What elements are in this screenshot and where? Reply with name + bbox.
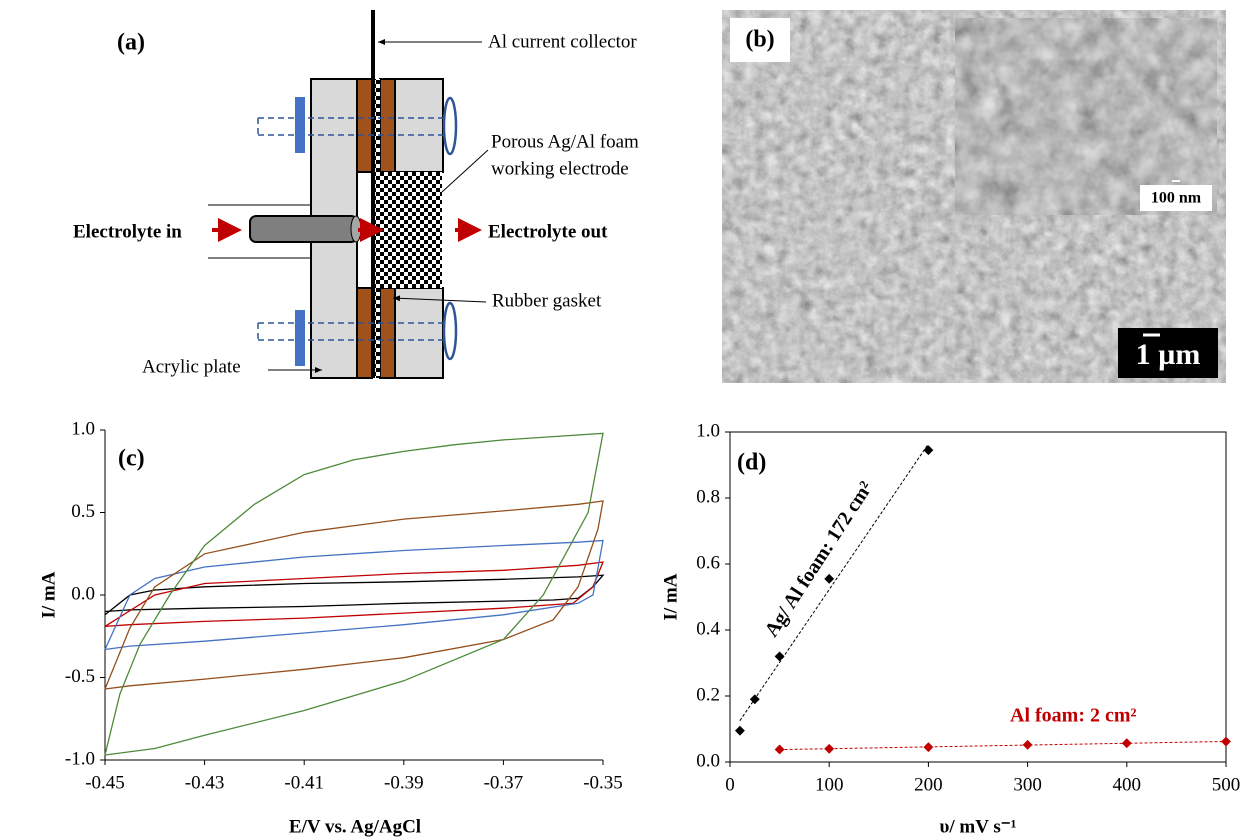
x-tick-label: -0.45 bbox=[85, 772, 125, 793]
callout: Al current collector bbox=[488, 31, 637, 52]
trend-line bbox=[740, 444, 928, 721]
figure: (a) Al current collector Porous Ag/Al fo… bbox=[0, 0, 1245, 839]
y-tick-label: 0.8 bbox=[696, 486, 720, 507]
y-tick-label: -0.5 bbox=[65, 666, 95, 687]
y-tick-label: 1.0 bbox=[71, 418, 95, 439]
x-tick-label: -0.43 bbox=[185, 772, 225, 793]
data-point bbox=[735, 726, 745, 736]
data-point bbox=[1023, 740, 1033, 750]
data-point bbox=[775, 651, 785, 661]
data-point bbox=[824, 744, 834, 754]
y-tick-label: 0.4 bbox=[696, 618, 720, 639]
scale-label: 100 nm bbox=[1151, 190, 1202, 207]
panel-label: (b) bbox=[745, 27, 774, 53]
x-tick-label: 500 bbox=[1212, 774, 1241, 795]
panel-label: (d) bbox=[737, 450, 766, 476]
x-tick-label: 100 bbox=[815, 774, 844, 795]
y-tick-label: 1.0 bbox=[696, 420, 720, 441]
callout: Rubber gasket bbox=[492, 290, 602, 311]
callout: Acrylic plate bbox=[142, 356, 241, 377]
y-axis-title: I/ mA bbox=[660, 573, 681, 620]
panel-label: (c) bbox=[118, 446, 145, 472]
x-tick-label: -0.39 bbox=[384, 772, 424, 793]
y-tick-label: 0.5 bbox=[71, 501, 95, 522]
x-axis-title: E/V vs. Ag/AgCl bbox=[289, 816, 421, 837]
y-tick-label: 0.0 bbox=[71, 583, 95, 604]
cv-curve bbox=[105, 501, 603, 689]
annotation: Ag/ Al foam: 172 cm² bbox=[760, 478, 877, 641]
cell-diagram bbox=[208, 10, 488, 378]
x-tick-label: 300 bbox=[1013, 774, 1042, 795]
x-axis-title: υ/ mV s⁻¹ bbox=[940, 816, 1017, 837]
y-tick-label: 0.0 bbox=[696, 750, 720, 771]
trend-line bbox=[780, 741, 1226, 749]
data-point bbox=[824, 574, 834, 584]
x-tick-label: 200 bbox=[914, 774, 943, 795]
data-point bbox=[1221, 737, 1231, 747]
y-tick-label: -1.0 bbox=[65, 748, 95, 769]
y-axis-title: I/ mA bbox=[38, 571, 59, 618]
cv-curve bbox=[105, 433, 603, 755]
x-tick-label: -0.41 bbox=[284, 772, 324, 793]
x-tick-label: -0.37 bbox=[484, 772, 524, 793]
cv-curve bbox=[105, 541, 603, 650]
data-point bbox=[923, 445, 933, 455]
x-tick-label: 0 bbox=[725, 774, 735, 795]
data-point bbox=[750, 694, 760, 704]
callout: Electrolyte out bbox=[488, 221, 608, 242]
cv-curve bbox=[105, 562, 603, 626]
annotation: Al foam: 2 cm² bbox=[1010, 705, 1137, 727]
y-tick-label: 0.6 bbox=[696, 552, 720, 573]
x-tick-label: 400 bbox=[1113, 774, 1142, 795]
data-point bbox=[775, 745, 785, 755]
data-point bbox=[1122, 738, 1132, 748]
data-point bbox=[923, 742, 933, 752]
x-tick-label: -0.35 bbox=[583, 772, 623, 793]
callout: Electrolyte in bbox=[73, 221, 182, 242]
y-tick-label: 0.2 bbox=[696, 684, 720, 705]
scale-label: 1 µm bbox=[1136, 338, 1201, 371]
callout: working electrode bbox=[491, 158, 629, 179]
panel-label: (a) bbox=[117, 30, 145, 56]
callout: Porous Ag/Al foam bbox=[491, 131, 639, 152]
